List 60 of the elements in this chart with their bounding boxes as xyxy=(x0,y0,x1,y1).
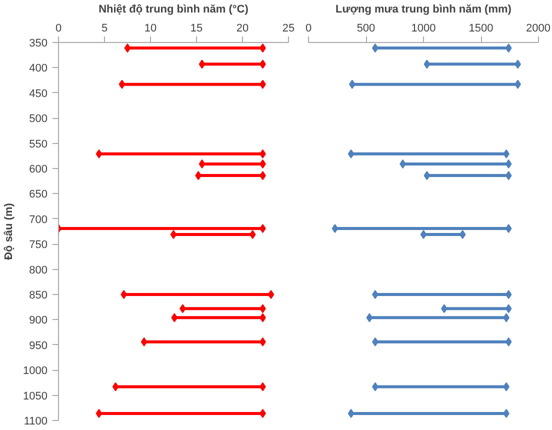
point xyxy=(505,224,512,233)
y-tick-label: 600 xyxy=(29,164,48,176)
point xyxy=(348,408,354,418)
y-tick-label: 350 xyxy=(29,38,48,50)
y-tick-label: 1050 xyxy=(23,390,48,402)
x-tick-label: 5 xyxy=(101,22,108,34)
point xyxy=(505,304,512,314)
x-tick-label: 25 xyxy=(282,22,295,34)
y-axis-title: Độ sâu (m) xyxy=(3,202,16,260)
point xyxy=(505,171,512,180)
point xyxy=(505,290,512,299)
x-axis-title: Lượng mưa trung bình năm (mm) xyxy=(336,4,512,16)
x-tick-label: 2000 xyxy=(526,22,551,34)
point xyxy=(372,290,378,299)
point xyxy=(420,230,427,240)
point xyxy=(124,44,131,53)
point xyxy=(249,230,256,240)
x-tick-label: 0 xyxy=(55,22,62,34)
y-tick-label: 850 xyxy=(29,290,48,302)
y-tick-label: 400 xyxy=(29,62,48,75)
y-tick-label: 1000 xyxy=(23,365,48,378)
y-tick-label: 750 xyxy=(29,239,48,252)
point xyxy=(96,149,102,158)
point xyxy=(198,60,206,69)
point xyxy=(171,313,178,322)
y-tick-label: 950 xyxy=(29,340,48,352)
x-tick-label: 0 xyxy=(305,22,312,34)
point xyxy=(505,159,512,168)
x-tick-label: 20 xyxy=(236,22,249,34)
x-tick-label: 1500 xyxy=(468,22,494,34)
x-tick-label: 1000 xyxy=(411,22,436,34)
point xyxy=(424,171,430,180)
y-tick-label: 500 xyxy=(29,113,48,126)
point xyxy=(348,149,354,158)
x-tick-label: 500 xyxy=(356,22,376,34)
point xyxy=(424,60,430,69)
y-tick-label: 900 xyxy=(29,314,48,327)
point xyxy=(198,159,206,168)
point xyxy=(120,290,127,299)
point xyxy=(195,171,202,180)
x-axis-title: Nhiệt độ trung bình năm (°C) xyxy=(98,4,249,16)
point xyxy=(112,382,119,392)
y-tick-label: 1100 xyxy=(24,416,48,428)
point xyxy=(505,44,512,53)
point xyxy=(96,408,102,418)
y-tick-label: 700 xyxy=(29,214,48,226)
y-tick-label: 800 xyxy=(29,264,48,276)
point xyxy=(140,337,148,346)
y-tick-label: 450 xyxy=(29,88,48,100)
point xyxy=(170,230,177,240)
point xyxy=(459,230,466,240)
point xyxy=(332,224,338,233)
x-tick-label: 15 xyxy=(190,22,203,34)
y-tick-label: 650 xyxy=(29,188,48,201)
point xyxy=(366,313,373,322)
x-tick-label: 10 xyxy=(144,22,157,34)
point xyxy=(268,290,274,299)
y-tick-label: 550 xyxy=(29,138,48,150)
point xyxy=(118,80,126,89)
point xyxy=(505,337,512,346)
